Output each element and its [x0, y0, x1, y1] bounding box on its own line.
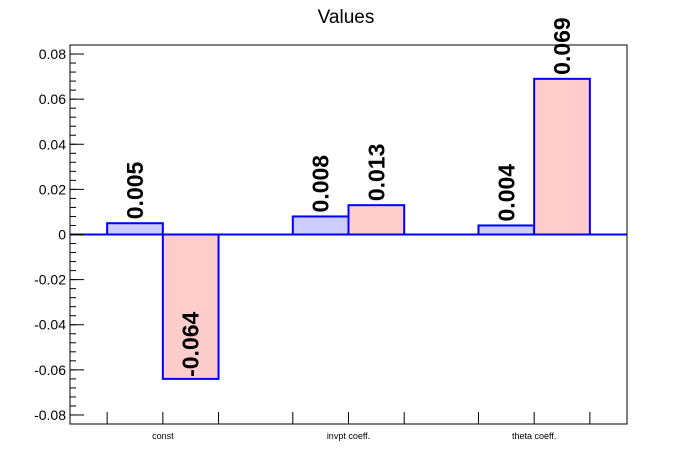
y-axis: -0.08 -0.06 -0.04 -0.02 0 0.02 0.04 0.06 0.08 — [34, 44, 84, 423]
bars-layer — [106, 77, 591, 380]
data-label: 0.005 — [122, 161, 148, 219]
data-label: 0.008 — [308, 155, 334, 213]
y-tick-label: 0 — [58, 227, 66, 243]
x-axis: const invpt coeff. theta coeff. — [106, 412, 591, 441]
y-tick-label: 0.06 — [39, 91, 66, 107]
data-label: -0.064 — [178, 311, 204, 376]
data-label: 0.004 — [493, 164, 519, 222]
bar — [291, 215, 350, 236]
y-tick-label: 0.08 — [39, 46, 66, 62]
bar — [106, 222, 164, 236]
y-tick-label: -0.08 — [34, 407, 66, 423]
x-category-label: theta coeff. — [512, 431, 556, 441]
data-label: 0.013 — [363, 144, 389, 202]
bar — [533, 77, 591, 236]
data-label: 0.069 — [549, 17, 575, 75]
bar — [347, 204, 406, 236]
x-category-label: const — [152, 431, 174, 441]
y-tick-label: -0.02 — [34, 272, 66, 288]
y-tick-label: -0.06 — [34, 362, 66, 378]
x-category-label: invpt coeff. — [327, 431, 370, 441]
bar — [477, 224, 536, 236]
data-labels-layer: 0.005 -0.064 0.008 0.013 0.004 0.069 — [122, 17, 575, 377]
y-tick-label: -0.04 — [34, 317, 66, 333]
y-tick-label: 0.04 — [39, 136, 66, 152]
y-tick-label: 0.02 — [39, 181, 66, 197]
chart-title: Values — [318, 7, 375, 28]
